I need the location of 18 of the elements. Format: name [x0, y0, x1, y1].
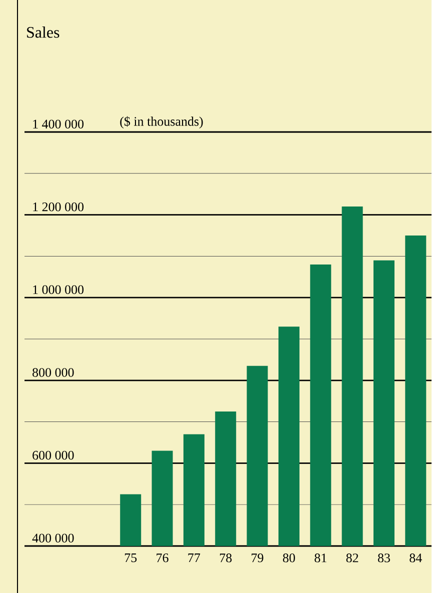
x-tick-label: 80	[283, 554, 296, 562]
x-tick-label: 79	[252, 554, 264, 562]
x-tick-label: 77	[188, 554, 200, 562]
x-tick-label: 78	[220, 554, 232, 562]
x-tick-label: 82	[346, 554, 358, 562]
x-tick-label: 76	[156, 554, 169, 562]
y-tick-label: 400 000	[32, 534, 74, 542]
y-tick-label: 800 000	[32, 368, 74, 377]
x-tick-label: 83	[378, 554, 390, 562]
y-tick-label: 600 000	[32, 450, 74, 460]
x-tick-label: 75	[125, 554, 137, 562]
y-tick-label: 1 400 000	[33, 120, 84, 128]
y-axis-title: ($ in thousands)	[120, 116, 204, 128]
x-tick-label: 81	[314, 554, 327, 562]
y-tick-label: 1 000 000	[33, 285, 84, 294]
x-tick-label: 84	[410, 554, 422, 562]
chart-title: Sales	[27, 26, 60, 38]
y-tick-label: 1 200 000	[33, 202, 84, 212]
